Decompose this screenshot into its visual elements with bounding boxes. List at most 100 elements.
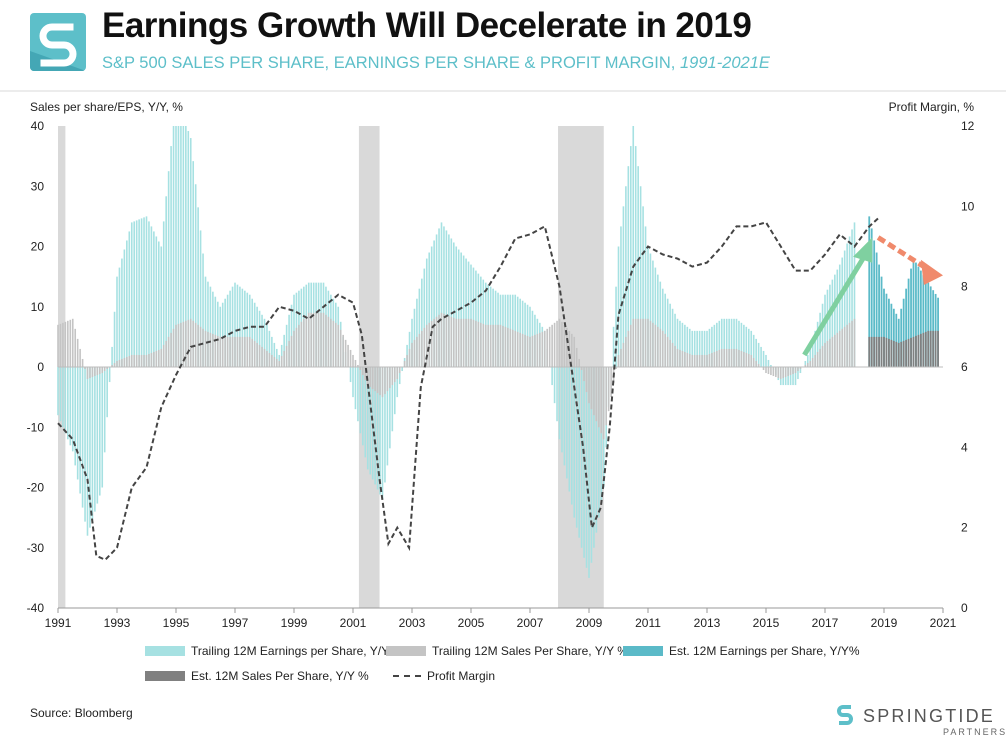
x-tick-label: 1993 [104, 616, 131, 630]
bar-eps-trailing [393, 367, 396, 415]
bar-sales-trailing [831, 336, 834, 367]
bar-eps-trailing [401, 367, 403, 372]
bar-sales-trailing [443, 313, 445, 367]
bar-sales-trailing [293, 330, 295, 367]
bar-eps-trailing [691, 330, 694, 367]
bar-sales-trailing [130, 354, 133, 367]
bar-eps-trailing [118, 267, 121, 367]
bar-eps-trailing [797, 367, 799, 380]
subtitle-text: S&P 500 SALES PER SHARE, EARNINGS PER SH… [102, 54, 680, 72]
bar-eps-trailing [111, 346, 113, 367]
bar-sales-trailing [241, 336, 244, 367]
bar-eps-trailing [563, 367, 566, 466]
bar-sales-trailing [386, 367, 389, 392]
trend-arrows [802, 235, 943, 357]
bar-eps-trailing [585, 367, 588, 568]
bar-sales-trailing [322, 312, 325, 367]
bar-eps-trailing [231, 286, 234, 367]
bar-sales-trailing [123, 357, 126, 367]
bar-sales-trailing [288, 340, 290, 367]
legend-swatch-margin [393, 675, 421, 677]
bar-eps-trailing [846, 243, 848, 367]
bar-eps-trailing [792, 367, 794, 386]
bar-sales-est [892, 340, 895, 367]
bar-sales-est [932, 330, 935, 367]
bar-eps-est [870, 228, 873, 367]
bar-eps-trailing [359, 367, 362, 434]
bar-eps-trailing [561, 367, 563, 453]
bar-sales-trailing [669, 339, 671, 367]
bar-eps-trailing [590, 367, 593, 563]
bar-sales-trailing [177, 323, 180, 367]
bar-eps-trailing [391, 367, 394, 432]
bar-sales-trailing [312, 312, 315, 367]
bar-sales-trailing [534, 334, 536, 367]
bar-eps-trailing [625, 186, 627, 367]
bar-eps-trailing [398, 367, 401, 385]
bar-sales-trailing [629, 324, 632, 367]
bar-sales-trailing [706, 354, 708, 367]
bar-sales-trailing [489, 324, 492, 367]
bar-eps-trailing [745, 326, 748, 367]
bar-sales-est [902, 340, 905, 367]
bar-sales-trailing [253, 340, 256, 367]
bar-eps-trailing [595, 367, 598, 533]
bar-sales-est [924, 331, 927, 367]
bar-eps-trailing [189, 138, 192, 367]
bar-eps-trailing [720, 318, 723, 367]
bar-sales-trailing [814, 354, 816, 367]
bar-sales-trailing [266, 350, 268, 367]
bar-sales-trailing [829, 338, 831, 367]
bar-eps-trailing [615, 286, 617, 367]
bar-sales-est [888, 338, 890, 367]
bar-eps-trailing [843, 250, 846, 367]
bar-eps-trailing [752, 334, 755, 367]
bar-sales-trailing [268, 352, 271, 367]
bar-sales-trailing [590, 367, 593, 410]
x-tick-label: 2019 [871, 616, 898, 630]
bar-sales-est [880, 336, 883, 367]
x-tick-label: 2009 [576, 616, 603, 630]
y-right-tick-label: 12 [961, 119, 975, 133]
bar-sales-trailing [145, 354, 148, 367]
y-left-tick-label: 20 [31, 240, 45, 254]
bar-eps-trailing [669, 303, 671, 367]
bar-eps-trailing [457, 249, 460, 367]
bar-eps-trailing [438, 228, 440, 367]
bar-eps-trailing [263, 318, 266, 367]
bar-sales-trailing [701, 354, 703, 367]
bar-sales-trailing [226, 336, 229, 367]
bar-eps-trailing [91, 367, 94, 520]
bar-sales-trailing [770, 367, 772, 376]
bar-eps-trailing [194, 184, 197, 367]
bar-sales-trailing [204, 330, 207, 367]
bar-sales-trailing [300, 321, 303, 367]
bar-sales-trailing [244, 336, 246, 367]
bar-eps-trailing [357, 367, 359, 422]
bar-eps-trailing [706, 330, 708, 367]
bar-eps-trailing [598, 367, 600, 518]
bar-sales-trailing [686, 352, 689, 367]
bar-eps-trailing [703, 330, 706, 367]
bar-eps-trailing [634, 146, 637, 367]
bar-sales-trailing [743, 351, 745, 367]
bar-sales-trailing [364, 367, 367, 381]
profit-margin-line [57, 217, 879, 561]
bar-sales-trailing [98, 367, 101, 375]
source-note: Source: Bloomberg [30, 706, 133, 720]
bar-sales-trailing [713, 351, 716, 367]
bar-sales-trailing [573, 336, 576, 367]
bar-sales-trailing [303, 318, 305, 367]
bar-sales-trailing [511, 329, 514, 367]
bar-eps-trailing [192, 161, 195, 367]
bar-sales-trailing [548, 326, 551, 367]
bar-eps-est [927, 282, 930, 367]
bar-eps-trailing [450, 238, 453, 367]
bar-sales-trailing [487, 324, 490, 367]
bar-eps-trailing [853, 222, 856, 367]
bar-sales-trailing [398, 367, 401, 374]
bar-eps-trailing [718, 320, 721, 367]
bar-sales-trailing [494, 324, 497, 367]
bar-sales-trailing [834, 334, 836, 367]
bar-eps-trailing [806, 354, 809, 367]
